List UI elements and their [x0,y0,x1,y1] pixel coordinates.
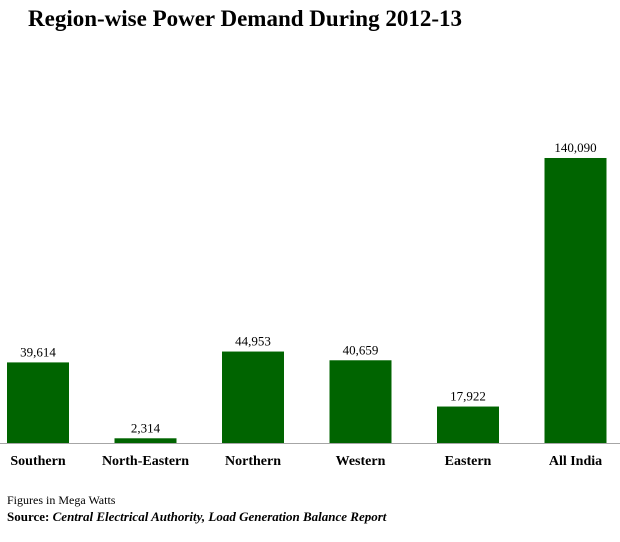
category-tick-label: Southern [10,454,65,469]
bar-all-india [544,157,607,443]
chart-title: Region-wise Power Demand During 2012-13 [28,6,462,31]
data-label: 140,090 [554,140,596,155]
data-label: 44,953 [235,334,271,349]
source-text: Central Electrical Authority, Load Gener… [52,509,387,524]
source-label: Source: [7,509,50,524]
category-tick-label: All India [549,454,602,469]
bar-eastern [437,406,499,443]
bar-western [329,360,392,443]
data-label: 2,314 [131,420,161,435]
category-tick-label: Eastern [445,454,492,469]
category-tick-label: Western [336,454,386,469]
data-label: 17,922 [450,389,486,404]
units-footnote: Figures in Mega Watts [7,493,116,507]
data-label: 40,659 [343,342,379,357]
bar-northern [222,351,284,443]
category-tick-label: North-Eastern [102,454,189,469]
bar-southern [7,362,69,443]
bar-north-eastern [114,438,177,443]
category-tick-label: Northern [225,454,281,469]
data-label: 39,614 [20,344,56,359]
source-note: Source: Central Electrical Authority, Lo… [7,509,386,524]
